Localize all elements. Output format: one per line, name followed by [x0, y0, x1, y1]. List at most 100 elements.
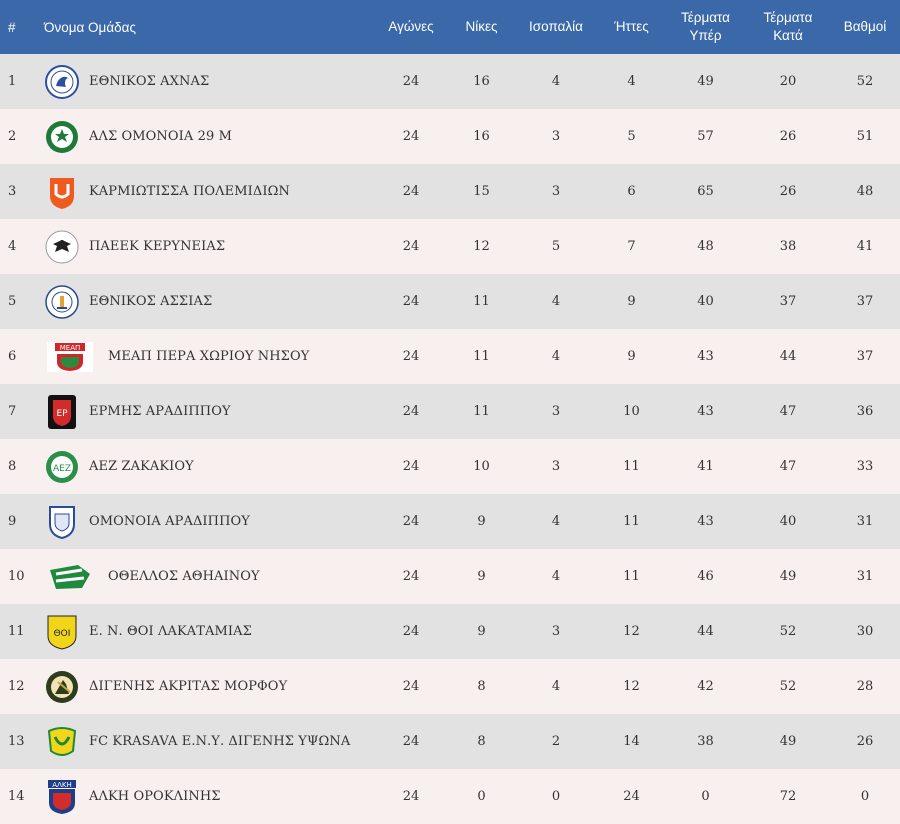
aez-crest: ΑΕΖ — [44, 449, 80, 485]
team-cell: ΕΘΝΙΚΟΣ ΑΧΝΑΣ — [44, 64, 374, 100]
ethnikos-assias-crest — [44, 284, 80, 320]
points-cell: 51 — [856, 129, 874, 144]
position-cell: 4 — [8, 239, 17, 254]
table-row: 2 ΑΛΣ ΟΜΟΝΟΙΑ 29 Μ 24 16 3 5 57 26 51 — [0, 109, 900, 164]
header-losses: Ήττες — [614, 18, 649, 34]
goals-for-cell: 43 — [697, 349, 714, 364]
wins-cell: 9 — [477, 569, 486, 584]
losses-cell: 9 — [627, 349, 636, 364]
table-row: 8 ΑΕΖ ΑΕΖ ΖΑΚΑΚΙΟΥ 24 10 3 11 41 47 33 — [0, 439, 900, 494]
draws-cell: 2 — [551, 734, 561, 749]
wins-cell: 9 — [477, 624, 486, 639]
losses-cell: 4 — [627, 74, 636, 89]
team-name: ΑΛΣ ΟΜΟΝΟΙΑ 29 Μ — [89, 129, 233, 144]
omonoia-aradippou-crest — [44, 504, 80, 540]
position-cell: 14 — [8, 789, 25, 804]
losses-cell: 6 — [627, 184, 636, 199]
goals-for-cell: 48 — [697, 239, 714, 254]
team-cell: ΕΡ ΕΡΜΗΣ ΑΡΑΔΙΠΠΟΥ — [44, 394, 374, 430]
team-name: ΕΘΝΙΚΟΣ ΑΧΝΑΣ — [89, 74, 210, 89]
team-name: ΠΑΕΕΚ ΚΕΡΥΝΕΙΑΣ — [89, 239, 226, 254]
points-cell: 52 — [856, 74, 874, 89]
played-cell: 24 — [402, 514, 420, 529]
position-cell: 5 — [8, 294, 17, 309]
meap-crest: ΜΕΑΠ — [44, 339, 96, 375]
svg-text:ΕΡ: ΕΡ — [56, 409, 68, 419]
points-cell: 41 — [856, 239, 874, 254]
header-wins: Νίκες — [465, 18, 498, 34]
table-row: 4 ΠΑΕΕΚ ΚΕΡΥΝΕΙΑΣ 24 12 5 7 48 38 41 — [0, 219, 900, 274]
table-header: # Όνομα Ομάδας Αγώνες Νίκες Ισοπαλία Ήττ… — [0, 0, 900, 54]
goals-against-cell: 40 — [779, 514, 797, 529]
points-cell: 0 — [860, 789, 870, 804]
losses-cell: 11 — [623, 514, 640, 529]
goals-for-cell: 41 — [697, 459, 714, 474]
team-cell: ΑΛΚΗ ΑΛΚΗ ΟΡΟΚΛΙΝΗΣ — [44, 779, 374, 815]
team-cell: ΑΛΣ ΟΜΟΝΟΙΑ 29 Μ — [44, 119, 374, 155]
team-cell: ΟΘΕΛΛΟΣ ΑΘΗΑΙΝΟΥ — [44, 559, 374, 595]
goals-for-cell: 65 — [697, 184, 714, 199]
team-cell: ΟΜΟΝΟΙΑ ΑΡΑΔΙΠΠΟΥ — [44, 504, 374, 540]
team-name: ΟΜΟΝΟΙΑ ΑΡΑΔΙΠΠΟΥ — [89, 514, 250, 529]
team-name: ΑΕΖ ΖΑΚΑΚΙΟΥ — [89, 459, 194, 474]
played-cell: 24 — [402, 679, 420, 694]
table-row: 14 ΑΛΚΗ ΑΛΚΗ ΟΡΟΚΛΙΝΗΣ 24 0 0 24 0 72 0 — [0, 769, 900, 824]
position-cell: 12 — [8, 679, 25, 694]
svg-text:ΘΟΙ: ΘΟΙ — [54, 629, 71, 639]
goals-for-cell: 44 — [697, 624, 714, 639]
table-row: 11 ΘΟΙ Ε. Ν. ΘΟΙ ΛΑΚΑΤΑΜΙΑΣ 24 9 3 12 44 52 30 — [0, 604, 900, 659]
played-cell: 24 — [402, 294, 420, 309]
team-cell: ΚΑΡΜΙΩΤΙΣΣΑ ΠΟΛΕΜΙΔΙΩΝ — [44, 174, 374, 210]
table-row: 9 ΟΜΟΝΟΙΑ ΑΡΑΔΙΠΠΟΥ 24 9 4 11 43 40 31 — [0, 494, 900, 549]
goals-against-cell: 26 — [779, 184, 797, 199]
table-row: 7 ΕΡ ΕΡΜΗΣ ΑΡΑΔΙΠΠΟΥ 24 11 3 10 43 47 36 — [0, 384, 900, 439]
header-goals-against-line2: Κατά — [773, 28, 803, 43]
header-played: Αγώνες — [388, 18, 434, 34]
goals-for-cell: 46 — [697, 569, 714, 584]
losses-cell: 12 — [623, 624, 640, 639]
draws-cell: 3 — [551, 184, 561, 199]
header-goals-against-line1: Τέρματα — [763, 9, 813, 25]
table-row: 6 ΜΕΑΠ ΜΕΑΠ ΠΕΡΑ ΧΩΡΙΟΥ ΝΗΣΟΥ 24 11 4 9 43 44 37 — [0, 329, 900, 384]
header-pos: # — [8, 19, 16, 35]
losses-cell: 12 — [623, 679, 640, 694]
goals-against-cell: 37 — [779, 294, 797, 309]
table-row: 3 ΚΑΡΜΙΩΤΙΣΣΑ ΠΟΛΕΜΙΔΙΩΝ 24 15 3 6 65 26 48 — [0, 164, 900, 219]
losses-cell: 9 — [627, 294, 636, 309]
goals-against-cell: 52 — [779, 624, 797, 639]
header-goals-against: Τέρματα Κατά — [745, 9, 831, 45]
omonoia-29m-crest — [44, 119, 80, 155]
points-cell: 33 — [856, 459, 874, 474]
losses-cell: 10 — [623, 404, 640, 419]
points-cell: 26 — [856, 734, 874, 749]
wins-cell: 11 — [473, 404, 490, 419]
team-name: ΚΑΡΜΙΩΤΙΣΣΑ ΠΟΛΕΜΙΔΙΩΝ — [89, 184, 290, 199]
played-cell: 24 — [402, 74, 420, 89]
karmiotissa-crest — [44, 174, 80, 210]
position-cell: 1 — [8, 74, 17, 89]
svg-text:ΑΕΖ: ΑΕΖ — [53, 464, 71, 474]
losses-cell: 14 — [623, 734, 640, 749]
goals-against-cell: 72 — [779, 789, 797, 804]
points-cell: 30 — [856, 624, 874, 639]
header-points: Βαθμοί — [843, 18, 887, 34]
goals-against-cell: 26 — [779, 129, 797, 144]
position-cell: 9 — [8, 514, 17, 529]
goals-for-cell: 38 — [697, 734, 714, 749]
played-cell: 24 — [402, 129, 420, 144]
losses-cell: 11 — [623, 569, 640, 584]
wins-cell: 12 — [473, 239, 490, 254]
krasava-crest — [44, 724, 80, 760]
goals-against-cell: 47 — [779, 404, 797, 419]
goals-against-cell: 49 — [779, 734, 797, 749]
team-name: ΔΙΓΕΝΗΣ ΑΚΡΙΤΑΣ ΜΟΡΦΟΥ — [89, 679, 288, 694]
points-cell: 31 — [856, 514, 874, 529]
played-cell: 24 — [402, 569, 420, 584]
played-cell: 24 — [402, 184, 420, 199]
goals-for-cell: 43 — [697, 514, 714, 529]
wins-cell: 11 — [473, 294, 490, 309]
ethnikos-achnas-crest — [44, 64, 80, 100]
team-name: ΕΘΝΙΚΟΣ ΑΣΣΙΑΣ — [89, 294, 213, 309]
points-cell: 48 — [856, 184, 874, 199]
draws-cell: 5 — [551, 239, 561, 254]
